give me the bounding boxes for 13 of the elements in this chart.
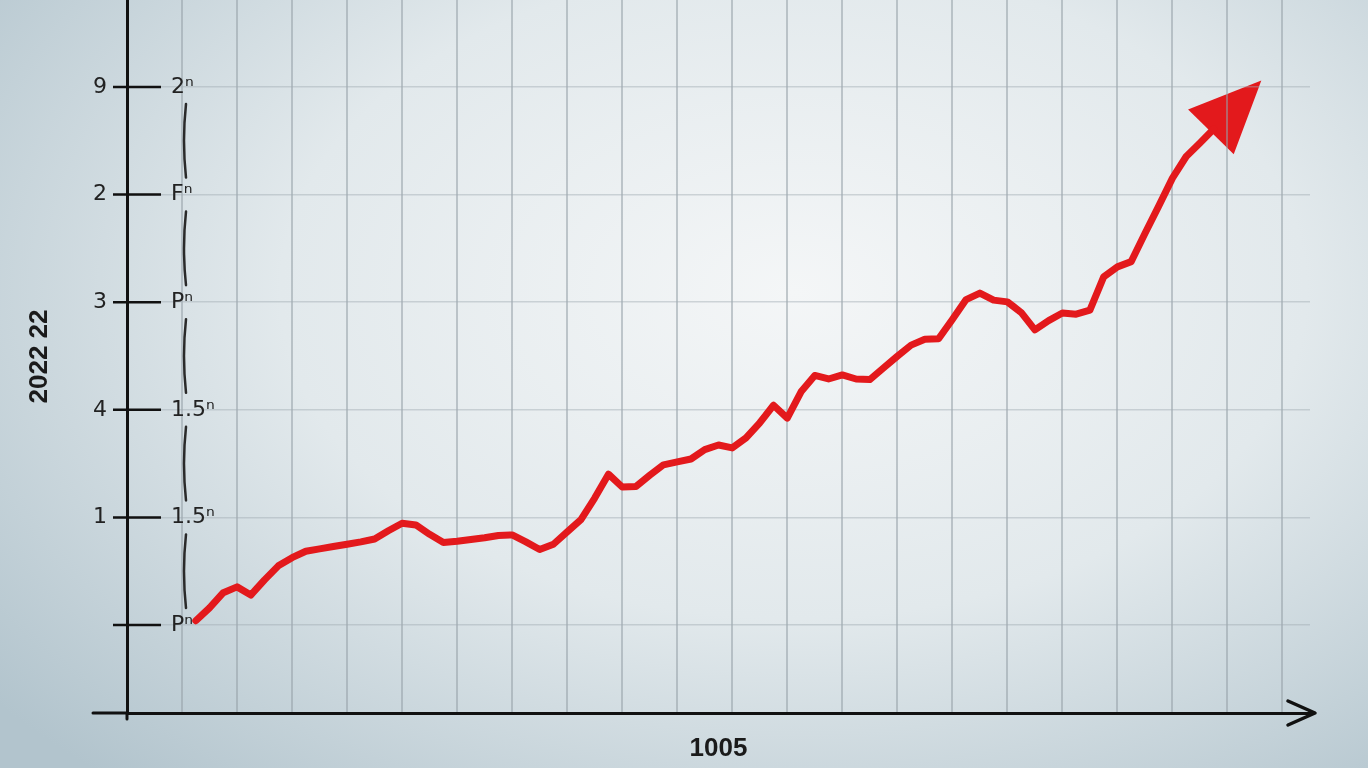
annotation: 1.5ⁿ (171, 395, 215, 421)
annotation: 1.5ⁿ (171, 503, 215, 529)
text: 4 (93, 395, 107, 421)
text: 1 (93, 503, 107, 529)
annotation: Pⁿ (171, 287, 194, 313)
y-axis-title: 2022 22 (22, 309, 53, 404)
text: 3 (93, 287, 107, 313)
x-axis-title: 1005 (689, 731, 748, 762)
text: 9 (93, 72, 107, 98)
annotation: Fⁿ (171, 180, 193, 206)
annotation: Pⁿ (171, 610, 194, 636)
text: 2ⁿ (171, 72, 194, 98)
text: 2 (93, 180, 107, 206)
